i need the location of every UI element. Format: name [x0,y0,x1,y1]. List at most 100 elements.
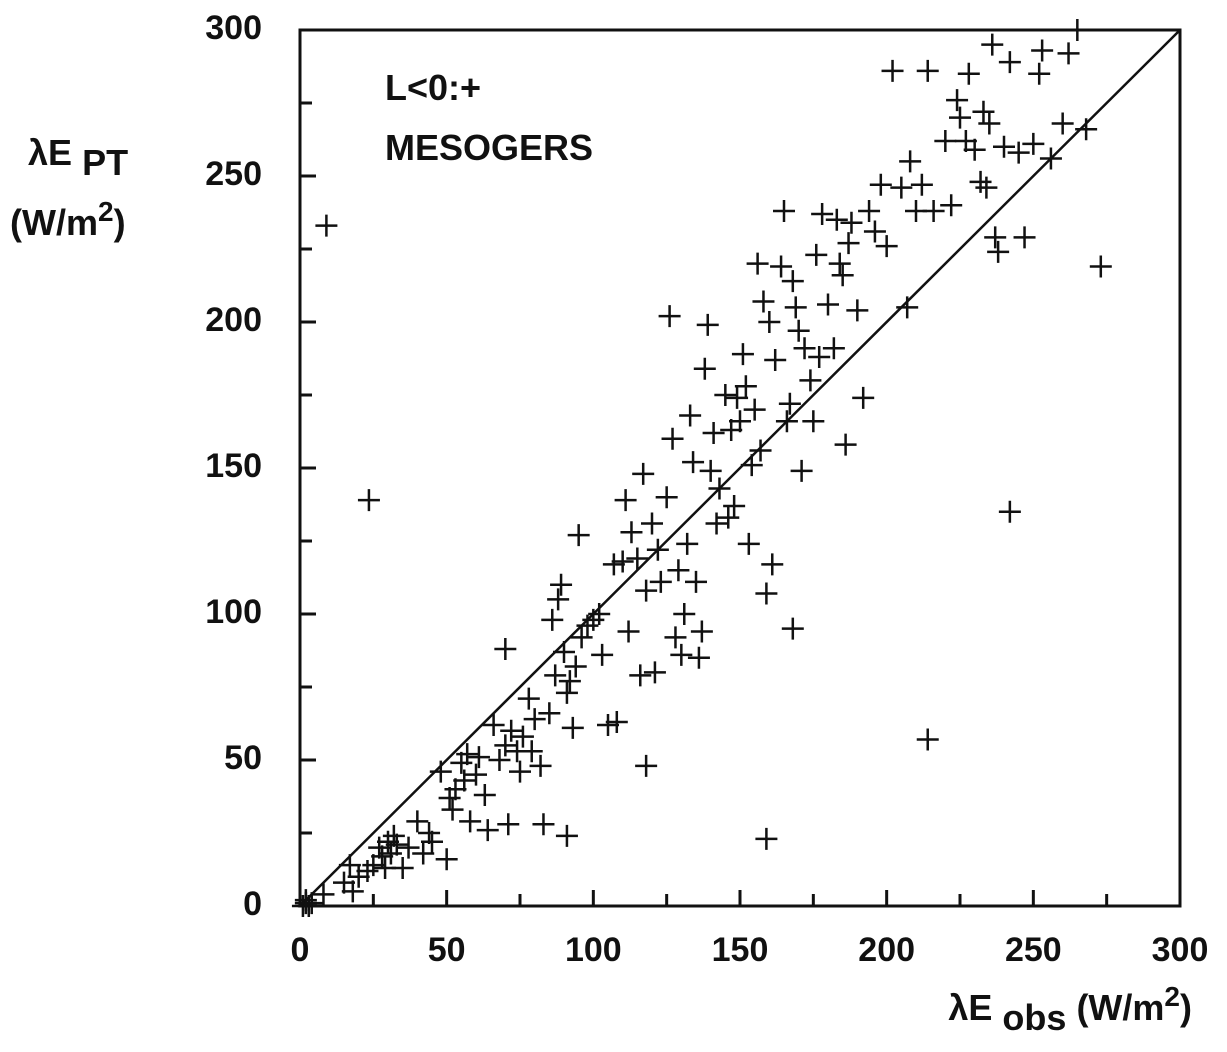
point [837,232,860,255]
point [705,512,728,535]
point [687,646,710,669]
point [450,751,473,774]
point [541,608,564,631]
point [520,740,543,763]
point [1022,132,1045,155]
point [564,655,587,678]
point [547,588,570,611]
point [998,500,1021,523]
point [635,754,658,777]
point [840,211,863,234]
point [341,880,364,903]
point [934,129,957,152]
point [714,384,737,406]
point [916,728,939,751]
point [963,138,986,161]
point [699,459,722,482]
point [682,451,705,474]
point [729,410,751,433]
point [1089,255,1112,278]
point [781,270,804,293]
point [614,489,637,512]
point [693,357,716,380]
point [984,226,1007,249]
point [811,202,834,225]
point [746,252,769,275]
point [655,486,678,509]
point [482,713,505,736]
point [465,763,487,786]
point [315,214,338,237]
point [828,252,851,275]
point [737,532,760,555]
point [297,895,320,917]
point [734,375,757,398]
point [696,313,719,336]
point [429,760,452,783]
point [690,620,713,643]
point [755,582,778,605]
annotation: L<0:+ [385,67,481,108]
y-label-sup: 2 [98,196,114,227]
point [1075,118,1098,141]
point [453,769,476,792]
point [418,822,441,844]
point [371,845,394,868]
x-axis-label: λE obs (W/m2) [948,981,1192,1038]
point [611,550,634,573]
point [679,404,702,427]
point [802,410,825,433]
point [338,854,361,877]
point [406,810,429,833]
point [685,570,707,593]
point [632,462,655,485]
point [773,200,795,223]
y-label-part: ) [114,202,126,243]
point [764,348,787,371]
point [993,135,1015,158]
point [702,421,725,444]
point [949,106,971,129]
point [1007,141,1030,164]
y-label-part: (W/m [10,202,98,243]
x-tick-label: 250 [1005,931,1062,969]
point [670,643,693,666]
point [605,711,628,734]
point [708,477,731,500]
point [550,573,573,596]
y-axis-label: (W/m2) [10,196,126,243]
point [517,687,540,710]
point [570,626,593,649]
point [459,810,482,833]
point [817,293,839,316]
point [1028,62,1051,85]
point [1013,226,1036,249]
point [294,889,317,912]
point [1066,19,1089,41]
point [978,112,1001,135]
point [916,59,939,82]
point [635,579,658,602]
point [641,512,663,535]
point [544,664,567,687]
point [664,626,687,649]
x-label-sup: 2 [1164,981,1180,1012]
point [362,854,385,877]
point [597,713,619,736]
point [356,859,379,882]
point [488,749,511,771]
x-tick-label: 150 [712,931,769,969]
point [646,538,669,561]
point [476,819,499,842]
point [770,255,793,278]
point [300,892,323,915]
y-tick-label: 300 [205,9,262,47]
point [954,129,977,152]
point [749,439,772,462]
point [643,661,666,684]
point [368,836,391,859]
point [946,89,969,112]
x-label-part: ) [1180,987,1192,1028]
point [784,296,807,319]
